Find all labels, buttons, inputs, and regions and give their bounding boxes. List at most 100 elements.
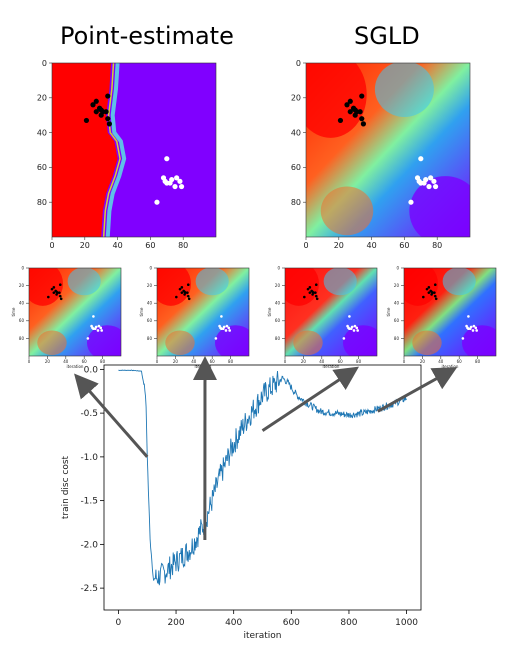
x-tick-label: 0 bbox=[28, 359, 31, 364]
y-tick-label: 0 bbox=[396, 265, 399, 270]
small-ylabel: time bbox=[139, 307, 144, 317]
y-tick-label: 0 bbox=[21, 265, 24, 270]
x-tick-label: 20 bbox=[173, 359, 179, 364]
small-ylabel: time bbox=[386, 307, 391, 317]
orange-lobe bbox=[165, 330, 194, 355]
white-point bbox=[87, 337, 90, 340]
orange-lobe bbox=[37, 330, 66, 355]
y-tick-label: 60 bbox=[147, 318, 153, 323]
y-tick-label: 0 bbox=[149, 265, 152, 270]
heatmap-smooth-2: 002020404060608080iterationtime bbox=[11, 262, 127, 369]
y-tick-label: -2.5 bbox=[80, 584, 98, 594]
white-point bbox=[355, 327, 358, 330]
x-tick-label: 40 bbox=[113, 241, 123, 250]
y-tick-label: 0 bbox=[277, 265, 280, 270]
white-point bbox=[356, 329, 359, 332]
black-point bbox=[422, 296, 425, 299]
white-point bbox=[223, 326, 226, 329]
black-point bbox=[314, 291, 317, 294]
white-point bbox=[172, 184, 177, 189]
black-point bbox=[183, 290, 186, 293]
black-point bbox=[107, 121, 112, 126]
y-tick-label: 60 bbox=[37, 163, 47, 172]
small-ylabel: time bbox=[11, 307, 16, 317]
black-point bbox=[309, 286, 312, 289]
white-point bbox=[220, 327, 223, 330]
white-point bbox=[343, 337, 346, 340]
black-point bbox=[187, 295, 190, 298]
heatmap-sharp-0: 0 0 20 20 40 40 60 60 80 80 bbox=[37, 59, 216, 250]
x-tick-label: 40 bbox=[367, 241, 377, 250]
y-tick-label: 40 bbox=[394, 301, 400, 306]
purple-core bbox=[409, 176, 481, 246]
x-tick-label: 20 bbox=[420, 359, 426, 364]
cyan-lobe bbox=[196, 267, 229, 295]
y-tick-label: 20 bbox=[147, 283, 153, 288]
white-point bbox=[154, 200, 159, 205]
x-tick-label: 0 bbox=[284, 359, 287, 364]
black-point bbox=[358, 109, 363, 114]
x-tick-label: 60 bbox=[145, 241, 155, 250]
black-point bbox=[338, 118, 343, 123]
x-tick-label: 0 bbox=[156, 359, 159, 364]
orange-lobe bbox=[321, 187, 373, 236]
x-tick-label: 200 bbox=[167, 618, 184, 628]
orange-lobe bbox=[412, 330, 441, 355]
white-point bbox=[462, 337, 465, 340]
black-point bbox=[315, 295, 318, 298]
black-point bbox=[99, 107, 104, 112]
y-tick-label: -2.0 bbox=[80, 540, 98, 550]
small-xlabel: iteration bbox=[323, 364, 340, 369]
black-point bbox=[434, 283, 437, 286]
x-tick-label: 80 bbox=[432, 241, 442, 250]
black-point bbox=[361, 121, 366, 126]
cyan-lobe bbox=[68, 267, 101, 295]
white-point bbox=[475, 329, 478, 332]
annotation-arrow-4 bbox=[378, 370, 452, 411]
white-point bbox=[467, 327, 470, 330]
white-point bbox=[418, 156, 423, 161]
black-point bbox=[430, 290, 433, 293]
y-tick-label: 20 bbox=[275, 283, 281, 288]
y-tick-label: 80 bbox=[147, 336, 153, 341]
red-core bbox=[295, 51, 367, 138]
black-point bbox=[435, 298, 438, 301]
black-point bbox=[47, 296, 50, 299]
red-core bbox=[279, 262, 319, 306]
y-tick-label: 80 bbox=[394, 336, 400, 341]
white-point bbox=[348, 315, 351, 318]
white-point bbox=[99, 327, 102, 330]
black-point bbox=[94, 99, 99, 104]
train-disc-cost-line bbox=[118, 370, 406, 585]
black-point bbox=[58, 291, 61, 294]
black-point bbox=[187, 283, 190, 286]
white-point bbox=[472, 329, 475, 332]
y-tick-label: 80 bbox=[291, 198, 301, 207]
purple-core bbox=[343, 325, 383, 360]
black-point bbox=[348, 99, 353, 104]
black-point bbox=[84, 118, 89, 123]
black-point bbox=[104, 109, 109, 114]
y-tick-label: -0.5 bbox=[80, 409, 98, 419]
y-tick-label: -1.5 bbox=[80, 497, 98, 507]
white-point bbox=[169, 177, 174, 182]
x-tick-label: 80 bbox=[475, 359, 481, 364]
white-point bbox=[426, 184, 431, 189]
white-point bbox=[92, 327, 95, 330]
x-tick-label: 20 bbox=[45, 359, 51, 364]
black-point bbox=[59, 283, 62, 286]
x-tick-label: 1000 bbox=[395, 618, 418, 628]
cyan-lobe bbox=[375, 61, 434, 117]
annotation-arrow-3 bbox=[263, 370, 355, 431]
y-tick-label: 0 bbox=[42, 59, 47, 68]
red-core bbox=[151, 262, 191, 306]
black-point bbox=[60, 298, 63, 301]
purple-core bbox=[87, 325, 127, 360]
white-point bbox=[418, 180, 423, 185]
x-tick-label: 80 bbox=[356, 359, 362, 364]
black-point bbox=[311, 290, 314, 293]
black-point bbox=[55, 290, 58, 293]
x-tick-label: 0 bbox=[116, 618, 122, 628]
y-tick-label: 80 bbox=[275, 336, 281, 341]
